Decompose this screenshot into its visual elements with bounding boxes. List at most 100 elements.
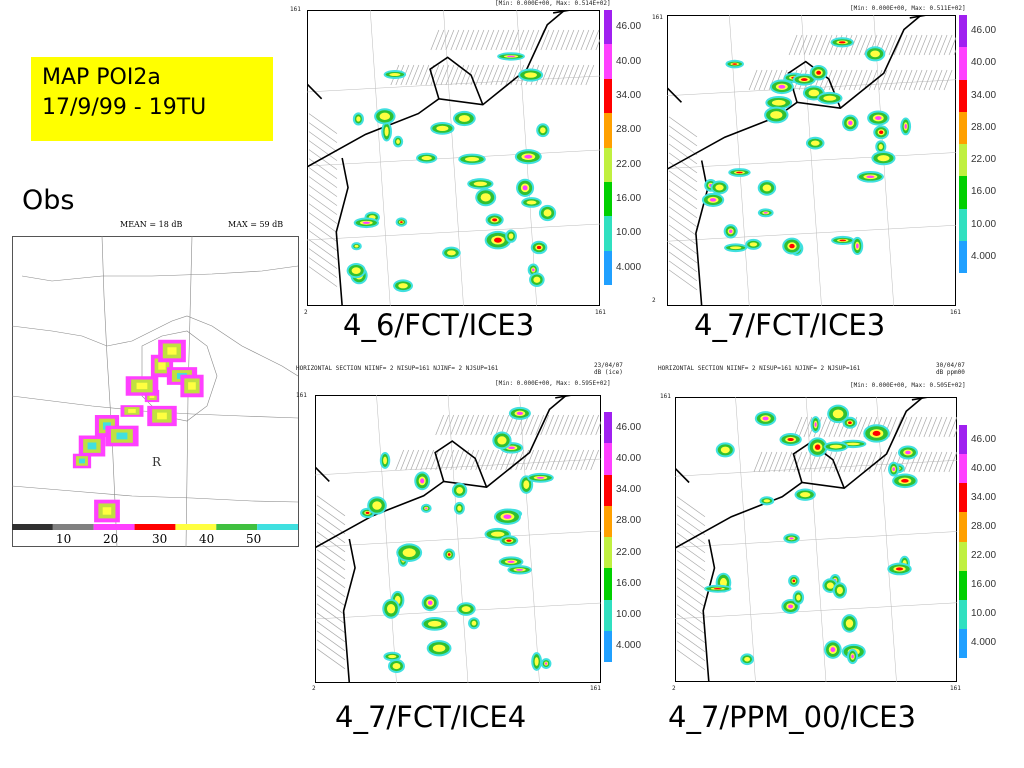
echo-cell xyxy=(518,68,544,82)
obs-max-text: MAX = 59 dB xyxy=(228,220,284,229)
echo-cell xyxy=(451,482,468,498)
colorbar-label: 46.00 xyxy=(616,21,642,33)
obs-echo xyxy=(105,425,139,447)
echo-cell xyxy=(530,240,548,255)
colorbar-label: 16.00 xyxy=(971,186,997,198)
echo-cell xyxy=(374,108,396,125)
echo-cell xyxy=(710,180,729,195)
echo-cell xyxy=(887,562,912,576)
echo-cell xyxy=(792,590,805,605)
echo-cell xyxy=(817,91,843,105)
colorbar-segment xyxy=(604,599,612,631)
colorbar-segment xyxy=(959,483,967,513)
map-date: 17/9/99 - 19TU xyxy=(42,95,207,120)
colorbar-segment xyxy=(959,47,967,80)
echo-cell xyxy=(757,208,774,218)
echo-cell xyxy=(381,121,392,142)
obs-scale-segment xyxy=(52,524,94,530)
colorbar-segment xyxy=(959,454,967,484)
echo-cell xyxy=(458,153,486,165)
colorbar-segment xyxy=(604,10,612,45)
echo-cell xyxy=(725,59,744,69)
colorbar-segment xyxy=(604,113,612,148)
colorbar-segment xyxy=(959,111,967,144)
colorbar-segment xyxy=(604,443,612,475)
colorbar-segment xyxy=(959,512,967,542)
echo-cell xyxy=(379,451,391,469)
echo-cell xyxy=(516,178,535,197)
echo-cell xyxy=(353,217,379,229)
panel-3-corner-bottom-right: 161 xyxy=(590,685,601,692)
echo-cell xyxy=(856,170,884,183)
echo-cell xyxy=(875,140,887,154)
obs-scale-segment xyxy=(12,524,53,530)
echo-cell xyxy=(383,70,407,80)
colorbar-segment xyxy=(604,568,612,600)
panel-3-minmax: [Min: 0.000E+00, Max: 0.595E+02] xyxy=(495,380,611,387)
echo-cell xyxy=(527,263,539,277)
echo-cell xyxy=(715,442,735,458)
echo-cell xyxy=(807,437,828,457)
colorbar-label: 40.00 xyxy=(971,462,997,474)
echo-cell xyxy=(863,424,890,443)
echo-cell xyxy=(388,659,405,674)
orography-hatching xyxy=(316,414,601,670)
echo-cell xyxy=(794,488,816,501)
echo-cell xyxy=(499,535,519,547)
colorbar-label: 10.00 xyxy=(971,608,997,620)
panel-2-colorbar: 46.00 40.00 34.00 28.00 22.00 16.00 10.00 4.000 xyxy=(959,15,1009,273)
echo-cell xyxy=(456,602,476,616)
echo-cell xyxy=(538,204,557,222)
colorbar-segment xyxy=(959,570,967,600)
echo-cell xyxy=(467,178,494,190)
echo-cell xyxy=(757,180,777,196)
colorbar-label: 16.00 xyxy=(616,577,642,589)
colorbar-label: 22.00 xyxy=(971,154,997,166)
echo-cell xyxy=(873,125,890,140)
echo-cell xyxy=(851,236,864,256)
echo-cell xyxy=(809,65,828,81)
echo-cell xyxy=(346,263,366,279)
echo-cell xyxy=(728,168,751,177)
obs-tick-30: 30 xyxy=(152,532,168,546)
obs-color-scale xyxy=(12,524,298,530)
echo-cell xyxy=(498,556,524,568)
reflectivity-cells xyxy=(704,404,918,666)
echo-cell xyxy=(827,404,850,424)
panel-1-caption: 4_6/FCT/ICE3 xyxy=(343,308,535,342)
panel-3-date: 23/04/07 xyxy=(594,362,623,369)
echo-cell xyxy=(443,548,456,561)
colorbar-segment xyxy=(604,250,612,285)
echo-cell xyxy=(701,192,725,207)
echo-cell xyxy=(847,648,859,665)
colorbar-label: 4.000 xyxy=(971,637,997,649)
echo-cell xyxy=(765,95,793,110)
colorbar-label: 34.00 xyxy=(971,89,997,101)
panel-4-field-map xyxy=(675,397,957,682)
obs-scale-segment xyxy=(175,524,217,530)
echo-cell xyxy=(769,79,794,95)
reflectivity-cells xyxy=(360,406,554,674)
panel-3-colorbar: 46.00 40.00 34.00 28.00 22.00 16.00 10.00 4.000 xyxy=(604,412,654,662)
echo-cell xyxy=(782,237,802,255)
panel-4-header: HORIZONTAL SECTION NIINF= 2 NISUP=161 NJ… xyxy=(658,365,861,372)
echo-cell xyxy=(527,472,554,483)
echo-cell xyxy=(416,152,438,164)
echo-cell xyxy=(764,106,789,124)
colorbar-label: 16.00 xyxy=(616,193,642,205)
colorbar-label: 22.00 xyxy=(616,546,642,558)
echo-cell xyxy=(468,617,480,630)
echo-cell xyxy=(382,598,400,619)
panel-4-colorbar: 46.00 40.00 34.00 28.00 22.00 16.00 10.00 4.000 xyxy=(959,425,1009,658)
colorbar-segment xyxy=(604,78,612,114)
panel-4-corner-top: 161 xyxy=(660,393,671,400)
panel-3-corner-top: 161 xyxy=(296,392,307,399)
echo-cell xyxy=(484,230,512,250)
panel-2-corner-bottom-right: 161 xyxy=(950,309,961,316)
echo-cell xyxy=(485,213,504,227)
echo-cell xyxy=(505,229,517,243)
colorbar-label: 10.00 xyxy=(616,227,642,239)
orography-hatching xyxy=(668,34,956,291)
map-title-box: MAP POI2a 17/9/99 - 19TU xyxy=(31,57,273,141)
obs-scale-segment xyxy=(93,524,135,530)
